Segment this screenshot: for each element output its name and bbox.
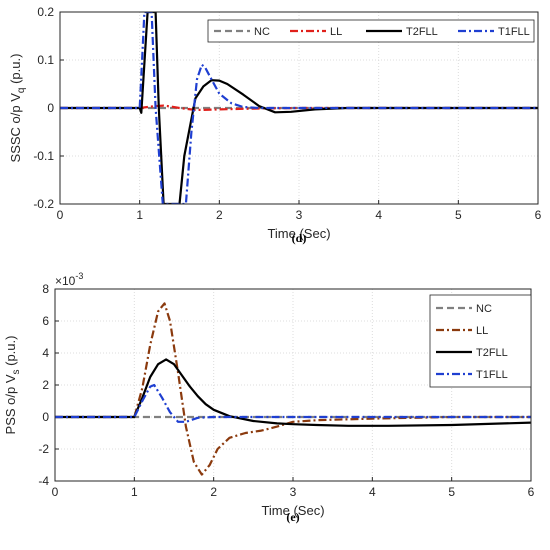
y-tick-label: 2 [42,378,49,392]
y-axis-label: SSSC o/p Vq (p.u.) [8,54,27,163]
y-tick-label: 0.1 [37,53,54,67]
x-tick-label: 1 [136,208,143,222]
legend: NC LL T2FLL T1FLL [207,19,535,43]
legend-label-ll: LL [330,26,342,38]
legend-label-t2fll: T2FLL [406,26,438,38]
x-tick-label: 5 [455,208,462,222]
y-tick-label: -2 [38,442,49,456]
y-tick-label: 6 [42,314,49,328]
series-line-t2fll [60,12,538,204]
x-tick-label: 4 [369,485,376,499]
series-line-t2fll [55,358,531,427]
x-axis-label: Time (Sec) [267,226,330,241]
y-tick-label: 8 [42,282,49,296]
x-tick-label: 3 [290,485,297,499]
chart-d: 0 1 2 3 4 5 6 -0.2 -0.1 0 0.1 0.2 Time (Sec) SSSC o/p… [8,5,542,245]
y-axis-label: PSS o/p Vs (p.u.) [3,336,22,435]
axes-box [59,11,539,205]
x-tick-label: 0 [52,485,59,499]
series-line-t1fll [55,383,531,423]
y-tick-label: 0.2 [37,5,54,19]
series-line-t1fll [60,12,538,204]
x-tick-label: 4 [375,208,382,222]
y-tick-label: -4 [38,474,49,488]
y-tick-label: 0 [47,101,54,115]
legend-label-nc: NC [254,26,270,38]
legend-label-ll: LL [476,325,488,337]
y-scale-factor: ×10-3 [55,271,83,288]
x-tick-label: 3 [296,208,303,222]
legend-label-t1fll: T1FLL [476,369,508,381]
x-tick-label: 1 [131,485,138,499]
chart-e: 0 1 2 3 4 5 6 -4 -2 0 2 4 6 8 Time (Sec) PSS o/p Vs (p.… [3,271,535,524]
y-tick-label: 4 [42,346,49,360]
x-tick-label: 2 [210,485,217,499]
y-tick-label: -0.1 [33,149,54,163]
figure-caption: (d) [292,231,307,245]
legend-label-t2fll: T2FLL [476,347,508,359]
legend-box [429,294,532,388]
figure-caption: (e) [286,510,299,524]
y-tick-label: -0.2 [33,197,54,211]
x-tick-label: 5 [448,485,455,499]
legend-label-nc: NC [476,303,492,315]
x-axis-label: Time (Sec) [261,503,324,518]
x-tick-label: 6 [535,208,542,222]
y-tick-label: 0 [42,410,49,424]
x-tick-label: 6 [528,485,535,499]
legend: NC LL T2FLL T1FLL [429,294,532,388]
x-tick-label: 0 [57,208,64,222]
legend-label-t1fll: T1FLL [498,26,530,38]
x-tick-label: 2 [216,208,223,222]
series-line-ll [55,302,531,476]
